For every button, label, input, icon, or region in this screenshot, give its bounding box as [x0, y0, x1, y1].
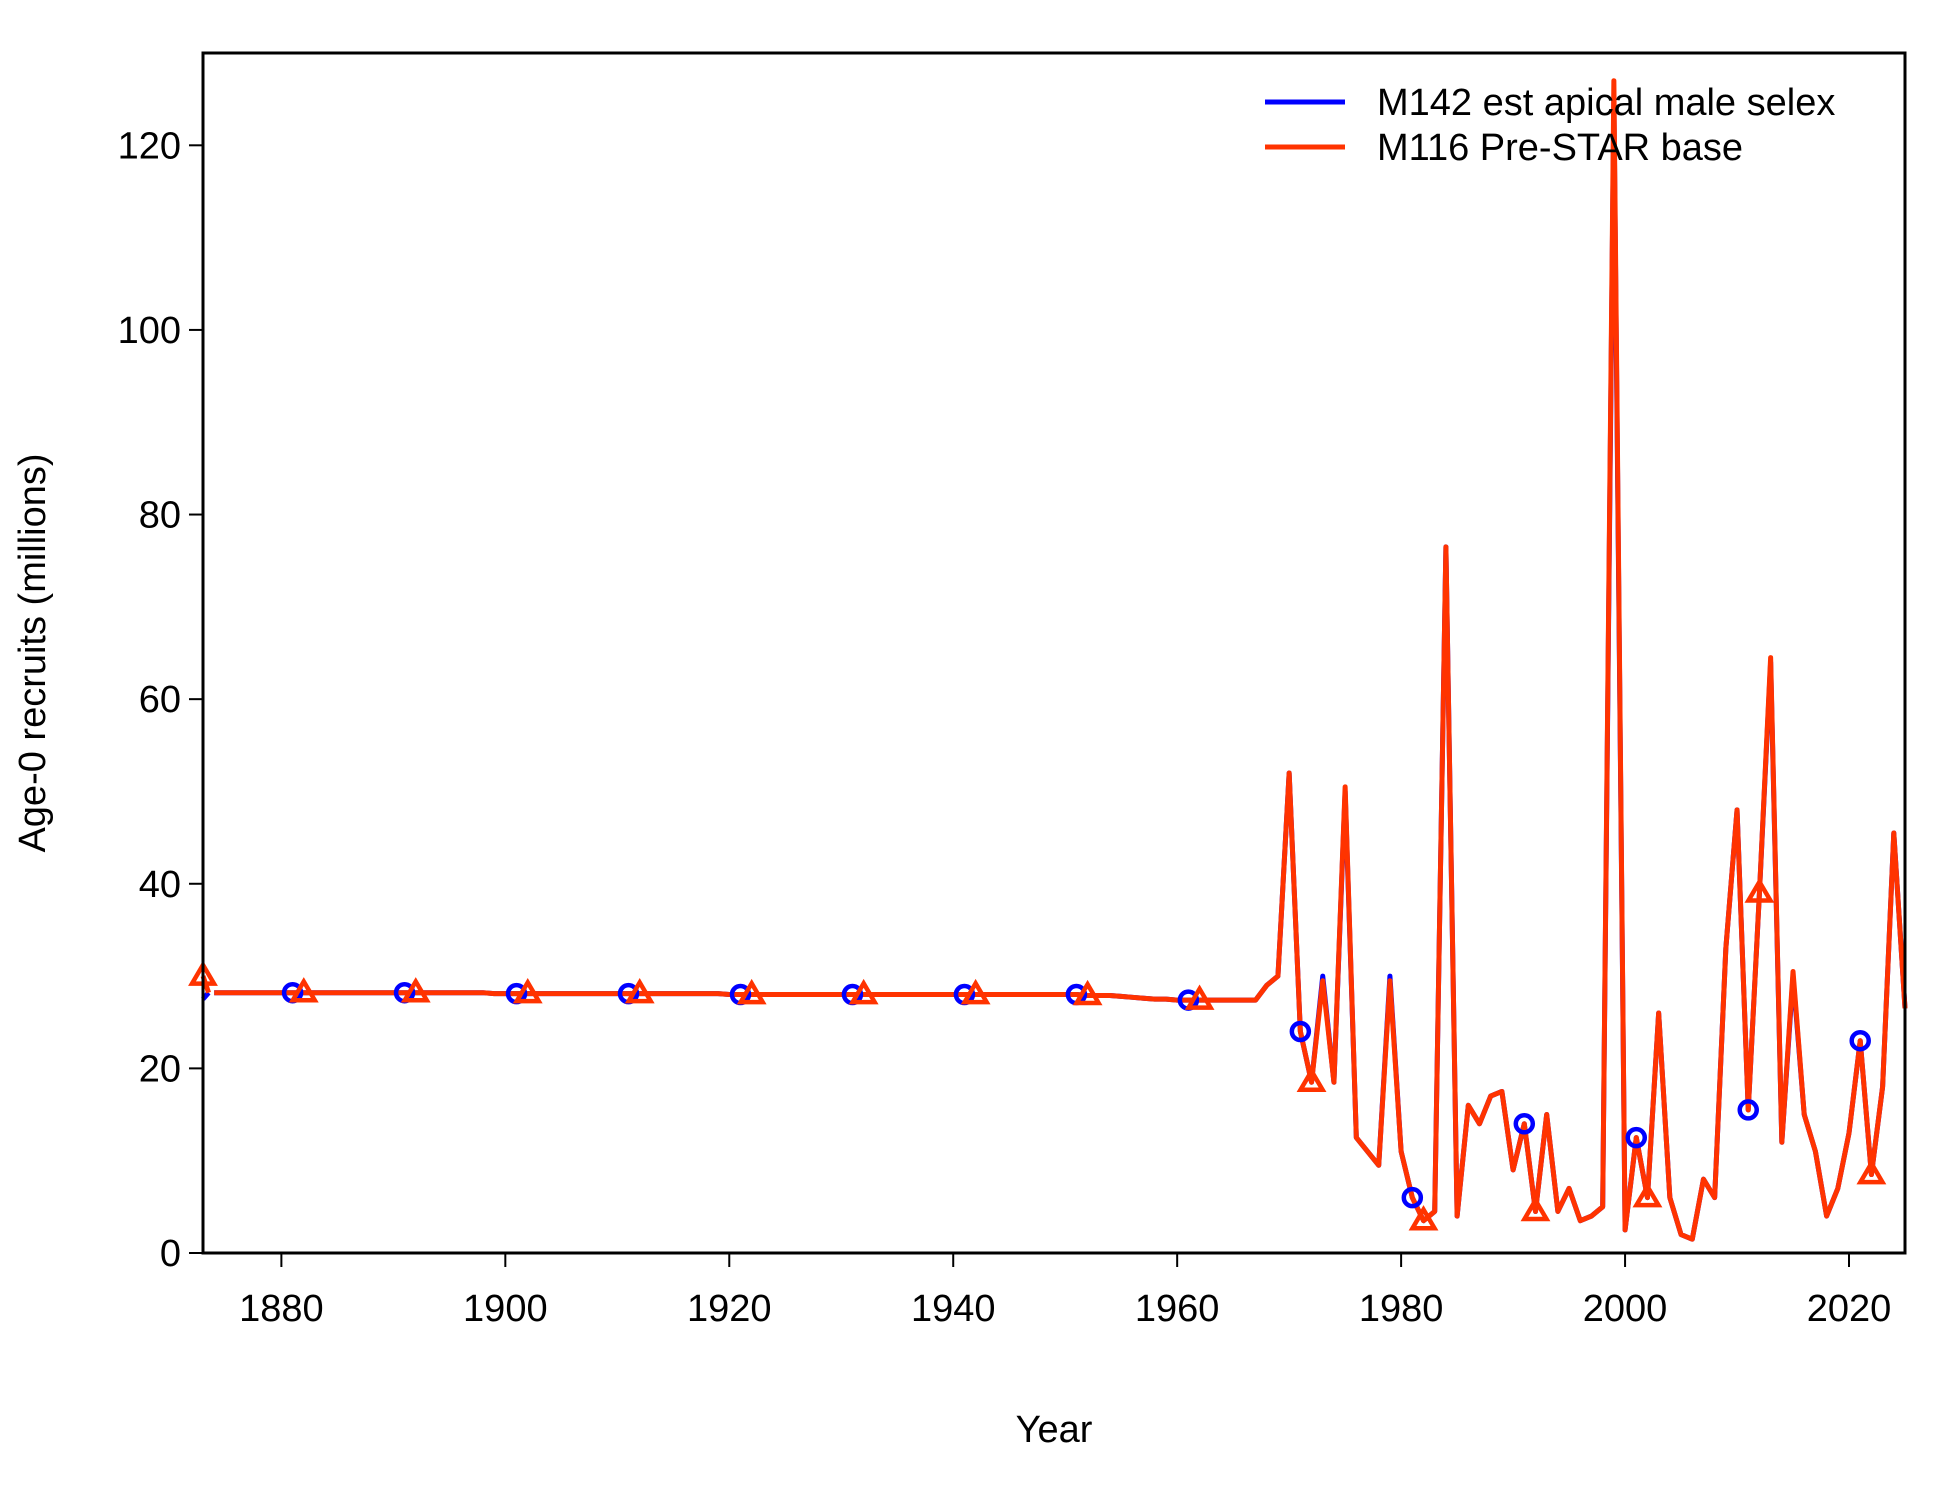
series-line-m142	[214, 96, 1908, 1242]
series-marker-m116	[1296, 1066, 1327, 1093]
y-tick-label: 100	[118, 310, 181, 352]
series-marker-m116	[1408, 1205, 1439, 1231]
series-line-m116	[214, 78, 1908, 1242]
marker-layer	[188, 877, 1887, 1231]
series-marker-m116	[624, 978, 655, 1004]
y-tick-label: 20	[139, 1048, 181, 1090]
series-marker-m116	[1856, 1158, 1887, 1185]
series-marker-m116	[1632, 1182, 1663, 1208]
x-tick-label: 1900	[463, 1288, 548, 1330]
x-tick-label: 2000	[1583, 1288, 1668, 1330]
series-marker-m116	[1072, 979, 1103, 1006]
legend-label-m116: M116 Pre-STAR base	[1377, 127, 1743, 169]
series-marker-m142	[1625, 1126, 1648, 1149]
series-marker-m116	[512, 978, 543, 1004]
series-marker-m116	[960, 978, 991, 1005]
y-tick-label: 80	[139, 495, 181, 537]
y-axis-label: Age-0 recruits (millions)	[12, 453, 54, 852]
x-tick-label: 1940	[911, 1288, 996, 1330]
series-marker-m116	[1520, 1195, 1551, 1222]
x-axis-label: Year	[1016, 1409, 1093, 1451]
y-tick-label: 60	[139, 679, 181, 721]
series-marker-m116	[400, 977, 431, 1003]
x-tick-label: 1980	[1359, 1288, 1444, 1330]
series-marker-m142	[1849, 1029, 1871, 1052]
series-marker-m116	[1744, 877, 1775, 903]
plot-frame	[201, 51, 1907, 1255]
legend-label-m142: M142 est apical male selex	[1377, 82, 1835, 124]
series-layer	[200, 78, 1908, 1242]
series-marker-m142	[1737, 1099, 1759, 1121]
legend: M142 est apical male selex M116 Pre-STAR…	[1265, 82, 1835, 169]
x-tick-label: 1920	[687, 1288, 772, 1330]
axis-layer: 1880 1900 1920 1940 1960 1980 2000 2020 0 20 40 60 8…	[118, 125, 1892, 1330]
series-marker-m116	[1184, 984, 1215, 1010]
x-tick-label: 2020	[1807, 1288, 1892, 1330]
x-tick-label: 1880	[239, 1288, 324, 1330]
series-marker-m142	[1401, 1186, 1424, 1209]
series-marker-m116	[288, 977, 319, 1003]
y-tick-label: 120	[118, 125, 181, 167]
series-marker-m142	[1289, 1020, 1312, 1043]
series-marker-m142	[1513, 1113, 1536, 1135]
y-tick-label: 0	[160, 1233, 181, 1275]
y-tick-label: 40	[139, 864, 181, 906]
series-marker-m116	[736, 978, 767, 1005]
x-tick-label: 1960	[1135, 1288, 1220, 1330]
series-marker-m116	[848, 978, 879, 1005]
